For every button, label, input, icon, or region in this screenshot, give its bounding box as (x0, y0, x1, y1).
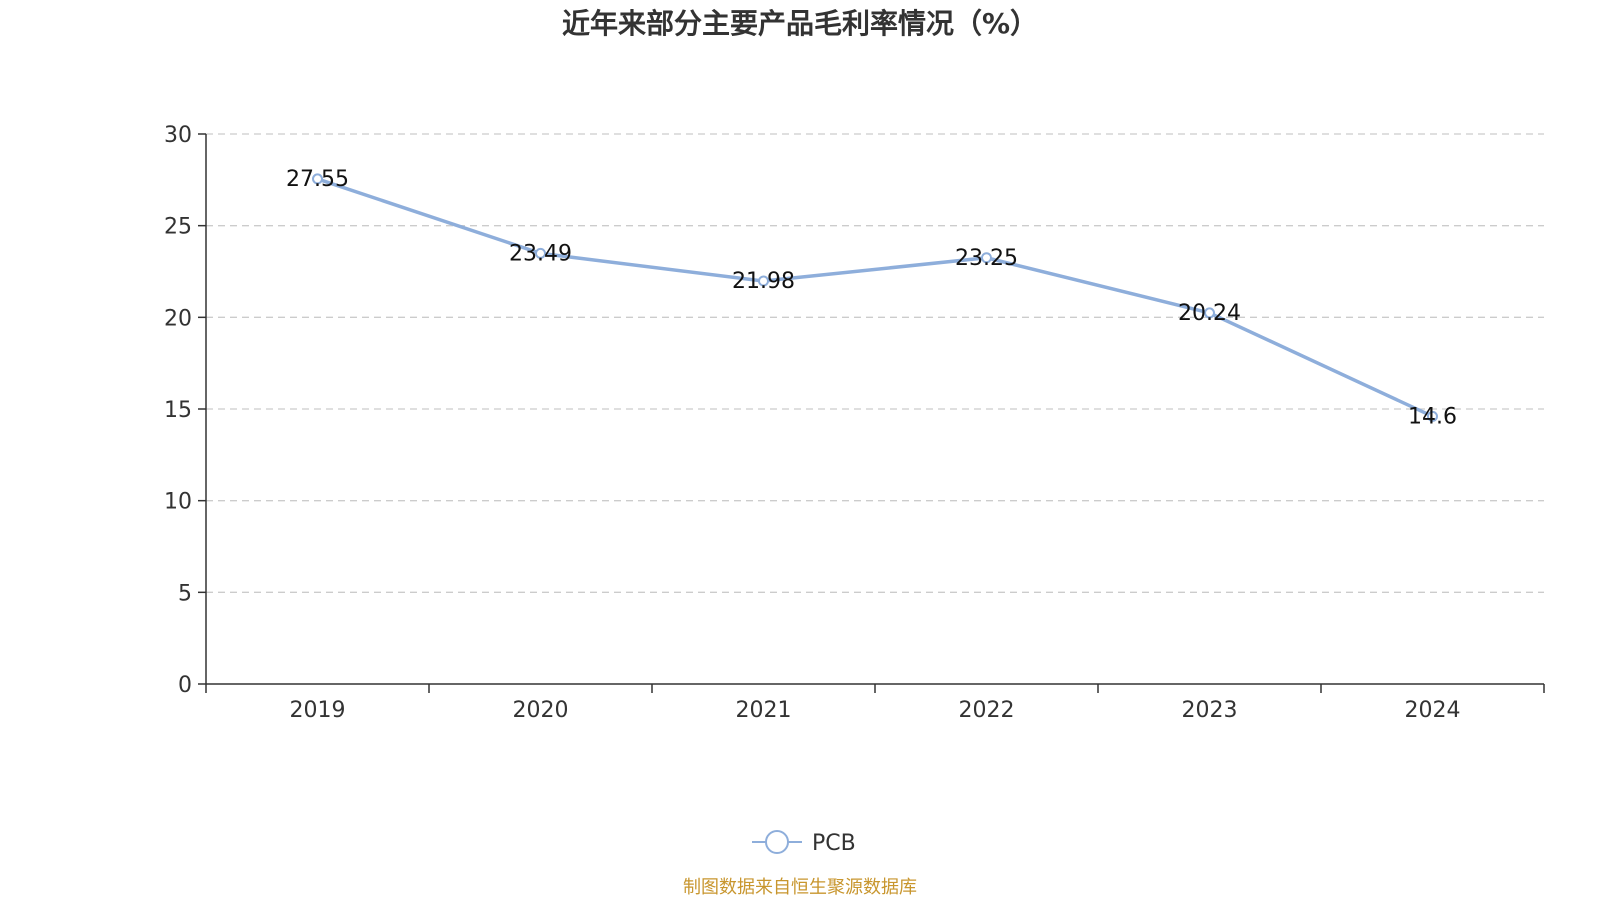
data-point-2022 (981, 252, 992, 264)
data-point-2024 (1427, 410, 1438, 422)
data-point-2021 (758, 275, 769, 287)
y-tick-label-30: 30 (164, 123, 192, 148)
x-tick-label-2021: 2021 (736, 698, 792, 723)
x-axis-tick-labels: 2019 2020 2021 2022 2023 2024 (290, 698, 1461, 723)
x-tick-label-2019: 2019 (290, 698, 346, 723)
series-line-pcb (316, 177, 1434, 418)
data-labels: 27.55 23.49 21.98 23.25 20.24 14.6 (286, 167, 1457, 429)
legend-marker-icon (765, 830, 789, 854)
data-point-2019 (312, 173, 323, 185)
data-label-2020: 23.49 (509, 241, 572, 266)
y-axis-tick-labels: 0 5 10 15 20 25 30 (164, 123, 192, 698)
x-tick-label-2023: 2023 (1182, 698, 1238, 723)
x-tick-label-2020: 2020 (513, 698, 569, 723)
x-tick-label-2022: 2022 (959, 698, 1015, 723)
y-tick-label-15: 15 (164, 398, 192, 423)
grid-lines (206, 133, 1544, 593)
legend-label-pcb: PCB (812, 831, 856, 856)
y-tick-label-10: 10 (164, 490, 192, 515)
data-point-2023 (1204, 307, 1215, 319)
x-tick-label-2024: 2024 (1405, 698, 1461, 723)
axes (198, 133, 1545, 693)
data-label-2024: 14.6 (1408, 404, 1457, 429)
data-label-2023: 20.24 (1178, 301, 1241, 326)
data-point-2020 (535, 247, 546, 259)
data-label-2022: 23.25 (955, 246, 1018, 271)
legend[interactable]: PCB (752, 830, 856, 856)
y-tick-label-20: 20 (164, 306, 192, 331)
chart-title: 近年来部分主要产品毛利率情况（%） (562, 7, 1038, 40)
y-tick-label-25: 25 (164, 215, 192, 240)
y-tick-label-0: 0 (178, 673, 192, 698)
data-label-2021: 21.98 (732, 269, 795, 294)
data-label-2019: 27.55 (286, 167, 349, 192)
series-pcb (312, 173, 1438, 422)
y-tick-label-5: 5 (178, 581, 192, 606)
source-note: 制图数据来自恒生聚源数据库 (683, 877, 917, 898)
